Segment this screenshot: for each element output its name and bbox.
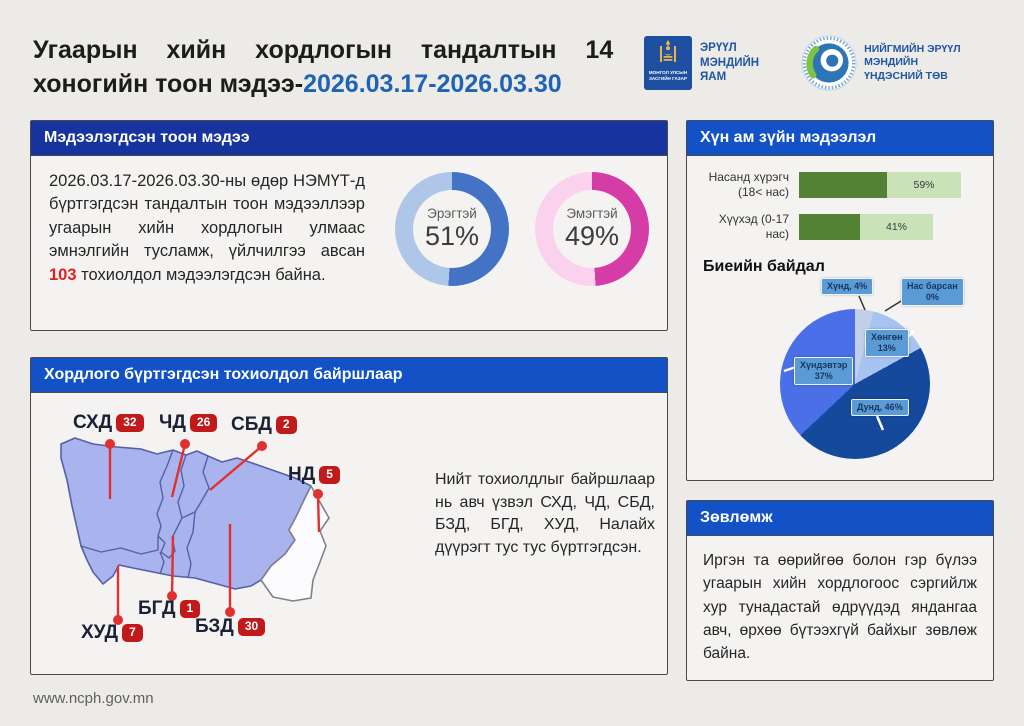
age-bar-children-value: 41% (860, 214, 933, 240)
district-label-hud: ХУД 7 (81, 622, 143, 644)
district-label-chd: ЧД 26 (159, 412, 218, 434)
district-count-badge: 7 (122, 624, 143, 642)
gender-donuts: Эрэгтэй 51% Эмэгтэй 49% (395, 171, 649, 286)
age-bar-children: Хүүхэд (0-17 нас) 41% (699, 212, 981, 242)
district-label-nd: НД 5 (288, 464, 340, 486)
location-panel-title: Хордлого бүртгэгдсэн тохиолдол байршлаар (31, 358, 667, 393)
female-donut-value: 49% (564, 220, 620, 251)
government-logo: МОНГОЛ УЛСЫН ЗАСГИЙН ГАЗАР (644, 36, 692, 90)
map-connector-lines (108, 443, 321, 620)
district-label-bzd: БЗД 30 (195, 616, 266, 638)
pie-callout-nas-barsan: Нас барсан 0% (901, 278, 964, 306)
district-label-bgd: БГД 1 (138, 598, 201, 620)
pie-callout-hundevter: Хүндэвтэр 37% (794, 357, 854, 385)
district-count-badge: 1 (179, 600, 201, 618)
district-count-badge: 2 (275, 416, 297, 434)
reported-data-panel: Мэдээлэгдсэн тоон мэдээ 2026.03.17-2026.… (30, 120, 668, 331)
case-count-highlight: 103 (49, 265, 77, 284)
district-label-sbd: СБД 2 (231, 414, 297, 436)
district-count-badge: 26 (189, 414, 218, 432)
district-map-svg (60, 437, 330, 625)
map-nalaikh-shape (260, 485, 330, 602)
reported-data-text: 2026.03.17-2026.03.30-ны өдөр НЭМҮТ-д бү… (49, 172, 365, 284)
demographics-panel-body: Насанд хүрэгч (18< нас) 59% Хүүхэд (0-17… (687, 156, 993, 486)
female-donut-label: Эмэгтэй (566, 205, 618, 221)
map-internal-borders (80, 449, 210, 579)
pie-callout-dund: Дунд, 46% (851, 399, 909, 416)
government-logo-caption: МОНГОЛ УЛСЫН ЗАСГИЙН ГАЗАР (648, 70, 688, 81)
district-label-shd: СХД 32 (73, 412, 144, 434)
age-bar-adults-value: 59% (887, 172, 961, 198)
district-count-badge: 32 (116, 414, 144, 432)
advice-text: Иргэн та өөрийгөө болон гэр бүлээ угаары… (703, 552, 977, 662)
condition-chart-title: Биеийн байдал (703, 258, 825, 275)
male-donut-label: Эрэгтэй (427, 205, 477, 221)
demographics-panel-title: Хүн ам зүйн мэдээлэл (687, 121, 993, 156)
logo-strip: МОНГОЛ УЛСЫН ЗАСГИЙН ГАЗАР ЭРҮҮЛ МЭНДИЙН… (644, 32, 996, 94)
location-panel-body: СХД 32 ЧД 26 СБД 2 НД 5 БГД 1 ХУД 7 БЗД 30 Нийт… (31, 393, 667, 675)
advice-panel-title: Зөвлөмж (687, 501, 993, 536)
footer-url: www.ncph.gov.mn (33, 690, 154, 707)
age-bar-adults-fill (799, 172, 887, 198)
advice-panel: Зөвлөмж Иргэн та өөрийгөө болон гэр бүлэ… (686, 500, 994, 681)
reported-data-panel-title: Мэдээлэгдсэн тоон мэдээ (31, 121, 667, 156)
demographics-panel: Хүн ам зүйн мэдээлэл Насанд хүрэгч (18< … (686, 120, 994, 481)
page-title-line2: хоногийн тоон мэдээ-2026.03.17-2026.03.3… (33, 69, 562, 98)
map-connector-dots (105, 439, 323, 625)
report-date-range: 2026.03.17-2026.03.30 (303, 69, 562, 98)
age-bar-children-fill (799, 214, 860, 240)
condition-pie-chart: Хүнд, 4% Нас барсан 0% Хөнгөн 13% Хүндэв… (699, 278, 981, 486)
location-summary-text: Нийт тохиолдлыг байршлаар нь авч үзвэл С… (435, 471, 655, 557)
male-donut-chart: Эрэгтэй 51% (395, 171, 509, 286)
female-donut-chart: Эмэгтэй 49% (535, 171, 649, 286)
soyombo-icon (660, 40, 676, 62)
page-title: Угаарын хийн хордлогын тандалтын 14 хоно… (33, 34, 618, 102)
location-panel: Хордлого бүртгэгдсэн тохиолдол байршлаар (30, 357, 668, 675)
ncph-name: НИЙГМИЙН ЭРҮҮЛ МЭНДИЙН ҮНДЭСНИЙ ТӨВ (864, 42, 961, 82)
age-bar-adults: Насанд хүрэгч (18< нас) 59% (699, 170, 981, 200)
ministry-of-health-name: ЭРҮҮЛ МЭНДИЙН ЯАМ (700, 42, 760, 84)
district-map: СХД 32 ЧД 26 СБД 2 НД 5 БГД 1 ХУД 7 БЗД 30 (45, 412, 357, 650)
age-bar-adults-label: Насанд хүрэгч (18< нас) (708, 170, 789, 199)
reported-data-panel-body: 2026.03.17-2026.03.30-ны өдөр НЭМҮТ-д бү… (31, 156, 667, 301)
pie-callout-hongon: Хөнгөн 13% (865, 329, 909, 357)
district-count-badge: 30 (237, 618, 266, 636)
page-title-line1: Угаарын хийн хордлогын тандалтын 14 (33, 36, 614, 64)
age-bar-children-label: Хүүхэд (0-17 нас) (718, 212, 789, 241)
district-count-badge: 5 (319, 466, 340, 484)
pie-callout-hund: Хүнд, 4% (821, 278, 874, 295)
male-donut-value: 51% (424, 220, 480, 251)
ncph-logo-icon (801, 35, 857, 91)
